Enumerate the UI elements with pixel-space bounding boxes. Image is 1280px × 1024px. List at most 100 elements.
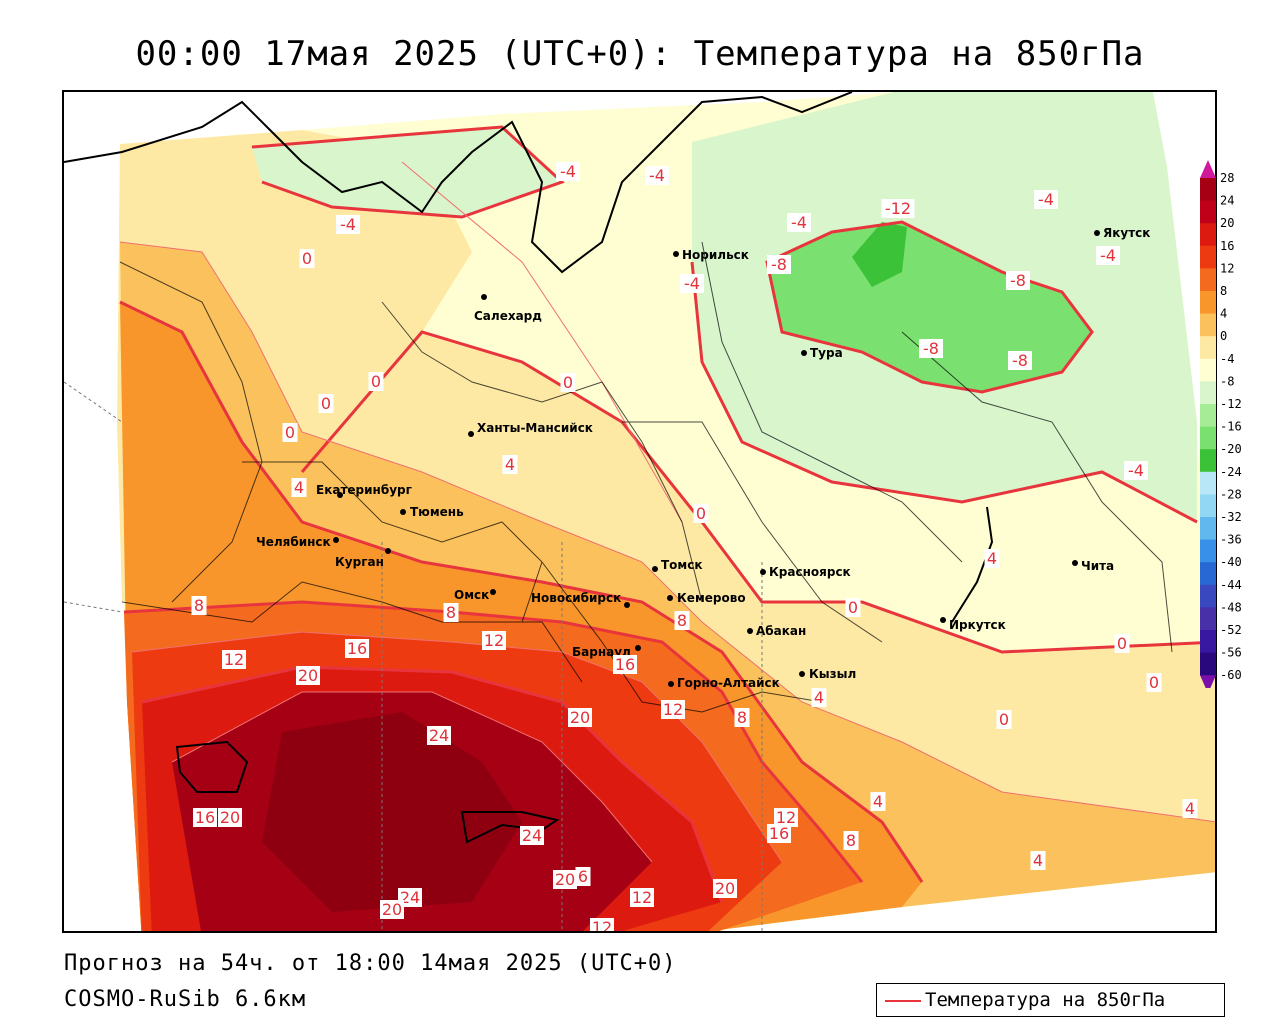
city-7: Тюмень bbox=[400, 505, 464, 519]
isotherm-label-bg bbox=[520, 826, 544, 845]
isotherm-label-text: -4 bbox=[1128, 461, 1144, 480]
isotherm-label-text: 0 bbox=[1149, 673, 1159, 692]
city-marker bbox=[760, 569, 766, 575]
colorbar-swatch bbox=[1200, 223, 1216, 247]
isotherm-label-bg bbox=[443, 603, 459, 622]
city-label: Салехард bbox=[474, 309, 542, 323]
city-label: Кемерово bbox=[677, 591, 746, 605]
zone-minus8 bbox=[767, 222, 1092, 392]
isotherm-label: 24 bbox=[398, 888, 422, 907]
isotherm-label-text: -4 bbox=[1100, 246, 1116, 265]
colorbar-swatch bbox=[1200, 358, 1216, 382]
colorbar-swatch bbox=[1200, 562, 1216, 586]
city-marker bbox=[333, 537, 339, 543]
isotherm-label: 12 bbox=[222, 650, 246, 669]
city-13: Кемерово bbox=[667, 591, 746, 605]
city-9: Курган bbox=[335, 548, 391, 569]
city-marker bbox=[747, 628, 753, 634]
city-marker bbox=[481, 294, 487, 300]
city-6: Екатеринбург bbox=[316, 483, 412, 498]
zone-minus12 bbox=[852, 222, 907, 287]
city-8: Челябинск bbox=[256, 535, 339, 549]
colorbar-swatch bbox=[1200, 517, 1216, 541]
isotherm-label-text: -4 bbox=[791, 213, 807, 232]
isotherm-label: 4 bbox=[502, 455, 518, 474]
isotherm-label-bg bbox=[680, 274, 704, 293]
isotherm-label-bg bbox=[345, 639, 369, 658]
city-label: Норильск bbox=[682, 248, 749, 262]
isotherm-label-bg bbox=[843, 831, 859, 850]
isotherm-label-bg bbox=[811, 688, 827, 707]
isotherm-label: 20 bbox=[218, 808, 242, 827]
isotherm-label: 0 bbox=[368, 372, 384, 391]
isotherm-label-text: 8 bbox=[194, 596, 204, 615]
isotherm-label-bg bbox=[613, 655, 637, 674]
city-18: Кызыл bbox=[799, 667, 856, 681]
isotherm-label: 12 bbox=[482, 631, 506, 650]
isotherm-label-bg bbox=[661, 700, 685, 719]
isotherm-label-bg bbox=[193, 808, 217, 827]
isotherm-label: 16 bbox=[613, 655, 637, 674]
colorbar-swatch bbox=[1200, 584, 1216, 608]
isotherm-label-text: 0 bbox=[848, 598, 858, 617]
colorbar-tick-label: 28 bbox=[1220, 171, 1234, 185]
isotherm-label-text: 16 bbox=[195, 808, 215, 827]
isotherm-label-text: 0 bbox=[1117, 634, 1127, 653]
colorbar-tick-label: -20 bbox=[1220, 442, 1242, 456]
colorbar-tick-label: 20 bbox=[1220, 216, 1234, 230]
city-label: Чита bbox=[1081, 559, 1114, 573]
isotherm-label: 20 bbox=[380, 900, 404, 919]
city-marker bbox=[799, 671, 805, 677]
colorbar-tick-label: -16 bbox=[1220, 420, 1242, 434]
colorbar-swatch bbox=[1200, 630, 1216, 654]
isotherm-label-text: -4 bbox=[649, 166, 665, 185]
isotherm-label: 0 bbox=[1114, 634, 1130, 653]
isotherm-label-bg bbox=[568, 708, 592, 727]
city-marker bbox=[1072, 560, 1078, 566]
isotherm-label-text: 6 bbox=[578, 867, 588, 886]
city-marker bbox=[635, 645, 641, 651]
colorbar-tick-label: -56 bbox=[1220, 646, 1242, 660]
isotherm-label-text: -4 bbox=[1038, 190, 1054, 209]
colorbar-tick-label: -28 bbox=[1220, 487, 1242, 501]
colorbar-bottom-cap bbox=[1200, 675, 1216, 688]
colorbar-tick-label: -8 bbox=[1220, 374, 1234, 388]
city-3: Салехард bbox=[474, 294, 542, 323]
isotherm-label-bg bbox=[845, 598, 861, 617]
isotherm-label: 12 bbox=[590, 918, 614, 931]
city-11: Новосибирск bbox=[531, 591, 630, 608]
city-10: Омск bbox=[454, 588, 496, 602]
colorbar-tick-label: -4 bbox=[1220, 352, 1234, 366]
colorbar-swatch bbox=[1200, 200, 1216, 224]
isotherm-label-bg bbox=[299, 249, 315, 268]
isotherm-label: 4 bbox=[291, 478, 307, 497]
isotherm-label: -4 bbox=[645, 166, 669, 185]
colorbar-tick-label: -24 bbox=[1220, 465, 1242, 479]
isotherm-label: 8 bbox=[843, 831, 859, 850]
isotherm-label-bg bbox=[291, 478, 307, 497]
isotherm-label-text: 4 bbox=[1185, 799, 1195, 818]
city-label: Екатеринбург bbox=[316, 483, 412, 497]
colorbar-swatch bbox=[1200, 291, 1216, 315]
isotherm-label-text: 4 bbox=[1033, 851, 1043, 870]
city-label: Кызыл bbox=[809, 667, 856, 681]
city-20: Чита bbox=[1072, 559, 1114, 573]
colorbar-swatch bbox=[1200, 245, 1216, 269]
isotherm-label-text: 12 bbox=[776, 808, 796, 827]
isotherm-label: 0 bbox=[1146, 673, 1162, 692]
city-marker bbox=[337, 492, 343, 498]
colorbar-tick-label: -44 bbox=[1220, 578, 1242, 592]
zone-24-plus-core bbox=[262, 712, 522, 912]
isotherm-label-text: 0 bbox=[696, 504, 706, 523]
isotherm-label: 0 bbox=[693, 504, 709, 523]
colorbar-swatch bbox=[1200, 336, 1216, 360]
city-17: Горно-Алтайск bbox=[668, 676, 780, 690]
isotherm-label-text: 8 bbox=[446, 603, 456, 622]
colorbar-tick-label: -32 bbox=[1220, 510, 1242, 524]
city-label: Иркутск bbox=[949, 618, 1006, 632]
zone-minus4-north bbox=[252, 127, 562, 217]
isotherm-label-bg bbox=[590, 918, 614, 931]
isotherm-label-text: 12 bbox=[224, 650, 244, 669]
city-label: Омск bbox=[454, 588, 489, 602]
colorbar-tick-label: -36 bbox=[1220, 533, 1242, 547]
